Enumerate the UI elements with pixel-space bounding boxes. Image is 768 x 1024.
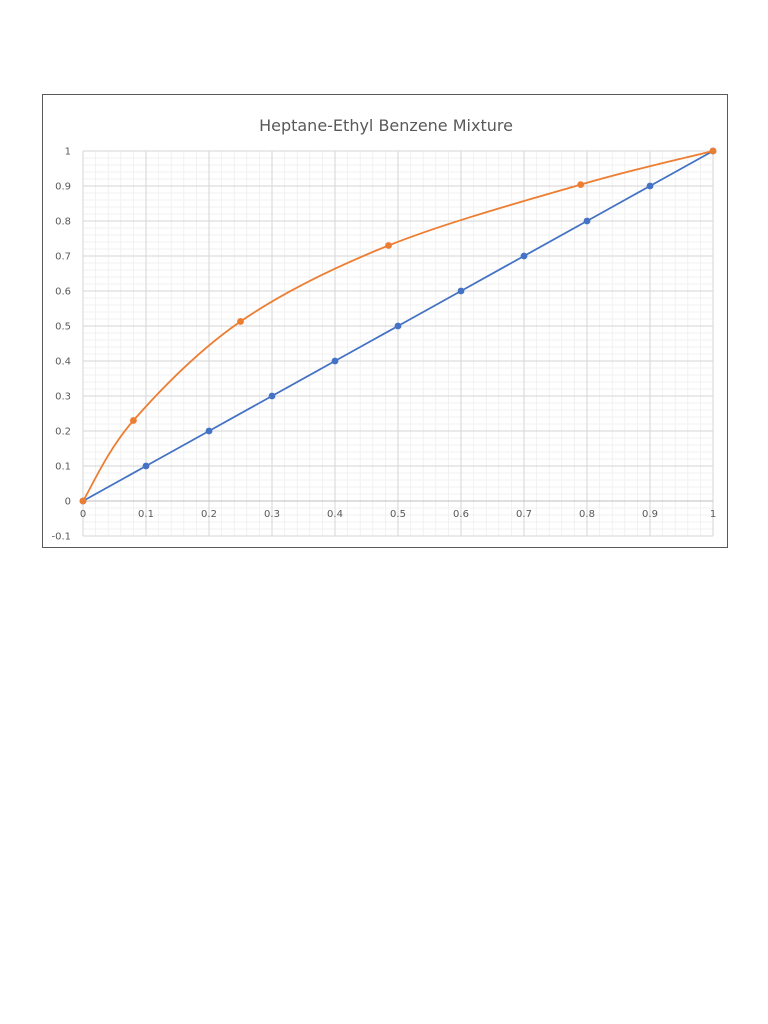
x-tick-label: 0.2 <box>201 509 217 520</box>
series-1-point <box>268 392 276 400</box>
y-tick-label: 0.4 <box>55 357 71 368</box>
y-tick-label: 0.6 <box>55 287 71 298</box>
y-tick-label: 0.5 <box>55 322 71 333</box>
x-tick-label: 1 <box>710 509 716 520</box>
x-tick-label: 0.7 <box>516 509 532 520</box>
y-tick-label: 0.8 <box>55 217 71 228</box>
x-tick-label: 0.6 <box>453 509 469 520</box>
chart-frame: 0 0.1 0.2 0.3 0.4 0.5 0.6 0.7 0.8 0.9 1 -0.1 0 0.1 0.2… <box>42 94 728 548</box>
series-2-point <box>130 417 137 424</box>
major-gridlines <box>82 150 714 537</box>
series-1-point <box>457 287 465 295</box>
y-tick-label: 0.3 <box>55 392 71 403</box>
y-tick-label: -0.1 <box>51 532 71 543</box>
y-tick-label: 0.7 <box>55 252 71 263</box>
series-1-point <box>520 252 528 260</box>
series-2-point <box>79 497 87 505</box>
y-tick-label: 0.9 <box>55 182 71 193</box>
x-tick-label: 0 <box>80 509 86 520</box>
series-2-point <box>237 318 244 325</box>
series-2-point <box>709 147 717 155</box>
series-2-point <box>577 181 585 188</box>
chart-svg: 0 0.1 0.2 0.3 0.4 0.5 0.6 0.7 0.8 0.9 1 -0.1 0 0.1 0.2… <box>51 116 717 543</box>
series-1-point <box>394 322 402 330</box>
x-tick-label: 0.1 <box>138 509 154 520</box>
x-tick-label: 0.9 <box>642 509 658 520</box>
y-tick-label: 0.2 <box>55 427 71 438</box>
series-1-point <box>583 217 591 225</box>
series-1-point <box>205 427 213 435</box>
y-tick-label: 1 <box>65 147 71 158</box>
series-2-point <box>385 242 392 249</box>
series-1-point <box>646 182 654 190</box>
chart-title: Heptane-Ethyl Benzene Mixture <box>259 116 513 135</box>
x-tick-label: 0.4 <box>327 509 343 520</box>
tick-labels: 0 0.1 0.2 0.3 0.4 0.5 0.6 0.7 0.8 0.9 1 -0.1 0 0.1 0.2… <box>51 147 716 543</box>
x-tick-label: 0.8 <box>579 509 595 520</box>
series-layer <box>79 147 717 505</box>
x-tick-label: 0.5 <box>390 509 406 520</box>
x-tick-label: 0.3 <box>264 509 280 520</box>
y-tick-label: 0 <box>65 497 71 508</box>
series-1-point <box>142 462 150 470</box>
y-tick-label: 0.1 <box>55 462 71 473</box>
series-1-point <box>331 357 339 365</box>
